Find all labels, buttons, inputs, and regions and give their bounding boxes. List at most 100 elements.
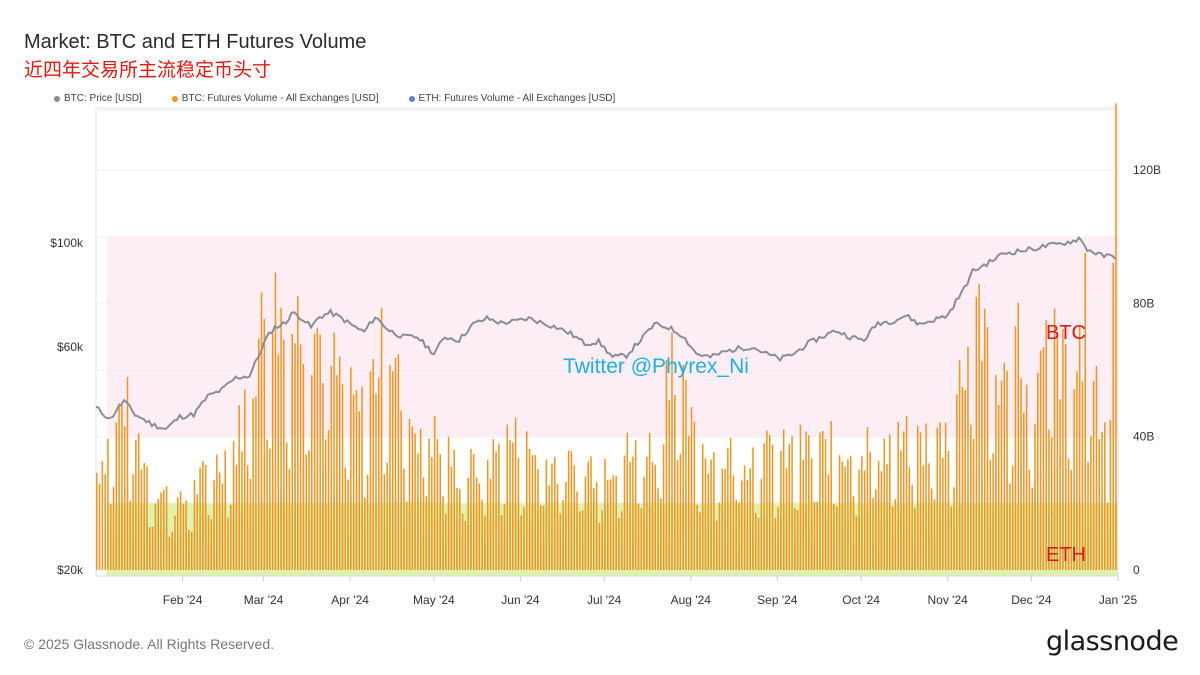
btc-volume-bar — [646, 456, 648, 570]
legend-item-btc-price[interactable]: BTC: Price [USD] — [54, 93, 142, 104]
btc-volume-bar — [324, 439, 327, 570]
btc-volume-bar — [274, 272, 277, 570]
btc-volume-bar — [741, 480, 743, 570]
btc-volume-bar — [629, 461, 631, 570]
btc-volume-bar — [283, 339, 285, 570]
btc-volume-bar — [883, 438, 885, 570]
btc-volume-bar — [749, 468, 751, 570]
legend-item-btc-volume[interactable]: BTC: Futures Volume - All Exchanges [USD… — [171, 93, 379, 104]
btc-volume-bar — [861, 456, 863, 570]
btc-volume-bar — [297, 296, 299, 570]
btc-volume-bar — [506, 424, 509, 570]
btc-volume-bar — [760, 479, 763, 570]
btc-volume-bar — [439, 454, 441, 570]
btc-volume-bar — [986, 326, 989, 570]
btc-volume-bar — [1092, 380, 1095, 570]
btc-volume-bar — [1087, 462, 1089, 570]
btc-volume-bar — [313, 333, 316, 570]
btc-volume-bar — [570, 451, 573, 570]
btc-volume-bar — [308, 450, 310, 570]
btc-volume-bar — [595, 482, 598, 570]
x-tick-label: Apr '24 — [331, 593, 369, 607]
btc-volume-bar — [654, 464, 657, 570]
btc-volume-bar — [559, 513, 562, 570]
glassnode-logo[interactable]: glassnode — [1046, 626, 1179, 657]
btc-volume-bar — [422, 477, 425, 570]
btc-volume-bar — [230, 504, 232, 570]
btc-volume-bar — [227, 517, 229, 570]
legend-label-btc-volume: BTC: Futures Volume - All Exchanges [USD… — [181, 93, 379, 104]
legend-dot-eth-volume — [408, 95, 415, 102]
btc-volume-bar — [378, 377, 380, 570]
btc-volume-bar — [1003, 362, 1006, 570]
btc-volume-bar — [157, 499, 159, 570]
btc-volume-bar — [419, 428, 422, 570]
btc-volume-bar — [1098, 439, 1100, 570]
btc-volume-bar — [311, 375, 313, 570]
btc-volume-bar — [715, 520, 718, 570]
btc-volume-bar — [754, 512, 757, 570]
btc-volume-bar — [671, 332, 673, 570]
btc-volume-bar — [121, 403, 123, 570]
btc-volume-bar — [833, 503, 835, 570]
btc-volume-bar — [922, 465, 925, 570]
btc-volume-bar — [953, 487, 955, 570]
btc-volume-bar — [981, 360, 983, 570]
legend-item-eth-volume[interactable]: ETH: Futures Volume - All Exchanges [USD… — [408, 93, 615, 104]
btc-volume-bar — [662, 444, 665, 570]
btc-volume-bar — [791, 436, 793, 570]
btc-volume-bar — [294, 343, 296, 570]
btc-volume-bar — [447, 436, 450, 570]
btc-volume-bar — [757, 517, 760, 570]
x-tick-label: Feb '24 — [163, 593, 203, 607]
btc-volume-bar — [436, 439, 439, 570]
btc-volume-bar — [732, 475, 735, 570]
btc-volume-bar — [593, 488, 595, 570]
btc-volume-bar — [369, 371, 372, 570]
btc-price-line-group — [95, 235, 1116, 431]
btc-volume-bar — [193, 479, 196, 570]
btc-volume-bar — [841, 461, 844, 570]
btc-volume-bar — [352, 394, 355, 570]
btc-volume-bar — [877, 460, 880, 570]
btc-volume-bars — [96, 103, 1117, 571]
btc-volume-bar — [626, 432, 629, 570]
btc-volume-bar — [710, 459, 712, 570]
btc-volume-bar — [528, 448, 531, 570]
btc-volume-bar — [872, 497, 874, 570]
legend-label-btc-price: BTC: Price [USD] — [64, 93, 142, 104]
btc-volume-bar — [174, 515, 176, 570]
btc-volume-bar — [207, 515, 210, 570]
btc-volume-bar — [830, 420, 832, 570]
btc-volume-bar — [1048, 429, 1050, 570]
btc-volume-bar — [579, 511, 581, 570]
btc-volume-bar — [520, 515, 522, 570]
btc-volume-bar — [1014, 326, 1017, 570]
btc-volume-bar — [992, 453, 994, 570]
btc-volume-bar — [813, 502, 816, 570]
btc-volume-bar — [1115, 103, 1117, 570]
btc-volume-bar — [891, 506, 894, 570]
btc-volume-bar — [816, 501, 818, 570]
watermark-text: Twitter @Phyrex_Ni — [563, 355, 749, 378]
btc-volume-bar — [135, 439, 137, 570]
btc-volume-bar — [763, 443, 765, 570]
btc-volume-bar — [154, 503, 157, 570]
btc-volume-bar — [1104, 422, 1106, 570]
btc-volume-bar — [361, 386, 363, 570]
btc-volume-bar — [1028, 469, 1031, 570]
btc-volume-bar — [260, 292, 263, 570]
btc-volume-bar — [517, 457, 520, 570]
btc-volume-bar — [1067, 458, 1070, 570]
btc-volume-bar — [925, 423, 927, 570]
btc-volume-bar — [364, 497, 366, 570]
btc-volume-bar — [319, 334, 321, 570]
btc-volume-bar — [218, 472, 221, 570]
btc-volume-bar — [721, 468, 724, 570]
btc-volume-bar — [975, 296, 978, 570]
btc-volume-bar — [752, 447, 754, 570]
btc-volume-bar — [467, 477, 469, 570]
btc-volume-bar — [548, 485, 550, 570]
btc-volume-bar — [333, 332, 335, 570]
